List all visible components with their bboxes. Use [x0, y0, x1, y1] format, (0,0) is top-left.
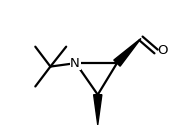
Text: N: N — [70, 57, 80, 70]
Text: O: O — [158, 44, 168, 57]
Polygon shape — [114, 38, 141, 66]
Polygon shape — [94, 95, 102, 125]
